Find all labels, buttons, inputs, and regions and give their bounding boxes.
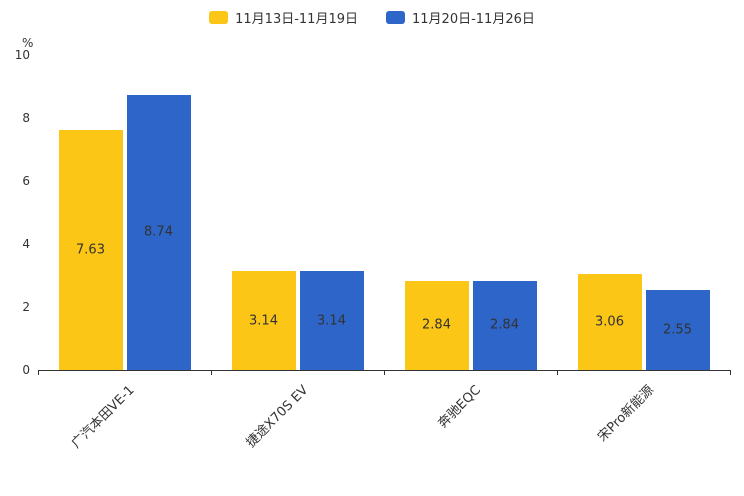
y-tick-label: 6 [22, 174, 30, 188]
legend-item-0[interactable]: 11月13日-11月19日 [209, 8, 358, 27]
x-category-label: 捷途X70S EV [243, 382, 311, 451]
y-tick-label: 2 [22, 300, 30, 314]
x-axis-tick-mark [211, 370, 212, 375]
legend-item-1[interactable]: 11月20日-11月26日 [386, 8, 535, 27]
bar-value-label: 3.06 [595, 314, 624, 330]
y-tick-label: 10 [14, 48, 30, 62]
bar-series-0: 3.14 [231, 271, 296, 370]
legend-swatch-icon [386, 11, 405, 24]
bar-series-1: 3.14 [299, 271, 364, 370]
bar-group: 2.84 2.84 奔驰EQC [384, 55, 557, 431]
legend: 11月13日-11月19日 11月20日-11月26日 [0, 8, 744, 27]
bar-group: 7.63 8.74 广汽本田VE-1 [38, 55, 211, 451]
x-axis-tick-mark [730, 370, 731, 375]
bar-series-0: 7.63 [58, 129, 123, 370]
bar-value-label: 3.14 [317, 313, 346, 329]
x-category-label: 奔驰EQC [435, 382, 484, 432]
x-category-label: 广汽本田VE-1 [69, 382, 138, 452]
x-axis-tick-mark [557, 370, 558, 375]
bar-value-label: 3.14 [249, 313, 278, 329]
bar-series-1: 8.74 [126, 94, 191, 370]
bar-series-0: 2.84 [404, 280, 469, 370]
bar-value-label: 2.55 [663, 322, 692, 338]
bar-value-label: 7.63 [76, 242, 105, 258]
y-tick-label: 8 [22, 111, 30, 125]
bar-group: 3.06 2.55 宋Pro新能源 [557, 55, 730, 445]
bar-series-1: 2.55 [645, 289, 710, 370]
bar-value-label: 8.74 [144, 224, 173, 240]
bar-series-0: 3.06 [577, 273, 642, 370]
y-axis: 0 2 4 6 8 10 [0, 48, 30, 377]
legend-swatch-icon [209, 11, 229, 24]
plot-area: 7.63 8.74 广汽本田VE-1 3.14 3.14 捷途X70S EV 2.84 2.8… [38, 55, 731, 451]
y-axis-unit-label: % [22, 36, 34, 50]
x-category-label: 宋Pro新能源 [594, 382, 657, 445]
legend-label: 11月20日-11月26日 [412, 12, 535, 27]
x-axis-tick-mark [38, 370, 39, 375]
bar-value-label: 2.84 [490, 317, 519, 333]
bar-value-label: 2.84 [422, 317, 451, 333]
bar-series-1: 2.84 [472, 280, 537, 370]
legend-label: 11月13日-11月19日 [235, 12, 358, 27]
y-tick-label: 4 [22, 237, 30, 251]
y-tick-label: 0 [22, 363, 30, 377]
bar-group: 3.14 3.14 捷途X70S EV [211, 55, 384, 451]
x-axis-tick-mark [384, 370, 385, 375]
